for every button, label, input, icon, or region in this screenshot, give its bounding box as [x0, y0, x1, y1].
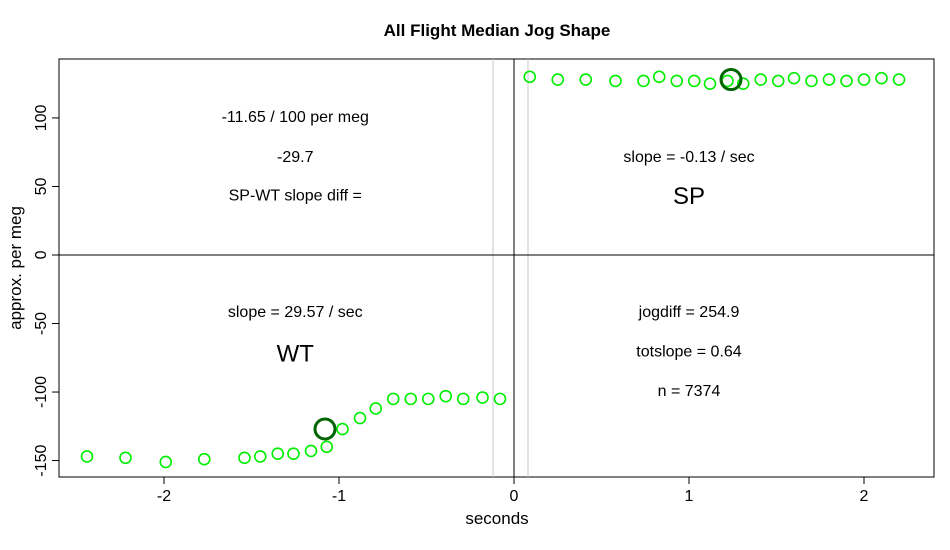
annotation-text: SP [673, 183, 705, 210]
data-point [439, 389, 453, 403]
data-point [159, 455, 173, 469]
data-points [80, 68, 906, 469]
annotation-text: slope = 29.57 / sec [228, 304, 363, 321]
annotation-text: totslope = 0.64 [636, 344, 742, 361]
data-point [320, 440, 334, 454]
y-tick-label: 100 [33, 104, 50, 131]
data-point [369, 402, 383, 415]
data-point [476, 391, 489, 404]
annotation-text: jogdiff = 254.9 [638, 304, 740, 321]
data-point [493, 392, 507, 406]
data-point [822, 73, 836, 86]
annotation-text: WT [277, 340, 315, 367]
data-point [840, 74, 853, 88]
data-point [754, 73, 768, 86]
reference-lines [59, 59, 934, 477]
annotations: -11.65 / 100 per meg -29.7 SP-WT slope dif… [222, 109, 755, 400]
data-point [197, 452, 211, 466]
y-tick-label: -50 [33, 312, 50, 335]
data-point [287, 447, 300, 461]
annotation-text: -29.7 [277, 149, 314, 166]
data-point [609, 74, 622, 88]
data-point [386, 392, 400, 406]
annotation-text: n = 7374 [658, 383, 721, 400]
data-point [404, 392, 418, 406]
data-point [637, 74, 650, 88]
y-tick-label: 0 [33, 250, 50, 259]
y-tick-label: -150 [33, 444, 50, 476]
chart-title: All Flight Median Jog Shape [384, 21, 611, 40]
data-point [253, 450, 267, 463]
data-point [336, 422, 349, 436]
x-axis: -2 -1 0 1 2 [157, 477, 869, 505]
data-point [703, 77, 717, 90]
data-point [736, 77, 750, 90]
data-point [687, 74, 701, 88]
data-point [80, 450, 94, 463]
data-point [304, 444, 318, 458]
annotation-text: slope = -0.13 / sec [623, 149, 754, 166]
x-tick-label: 0 [510, 488, 519, 505]
y-tick-label: -100 [33, 376, 50, 408]
data-point [579, 73, 593, 86]
data-point [119, 451, 132, 465]
data-point [456, 392, 470, 406]
plot-frame [58, 58, 935, 478]
y-axis: -150 -100 -50 0 50 100 [33, 104, 59, 477]
x-tick-label: 2 [860, 488, 869, 505]
y-tick-label: 50 [33, 177, 50, 195]
data-point [551, 73, 565, 86]
data-point [787, 71, 801, 85]
x-axis-label: seconds [465, 509, 528, 528]
data-point [271, 447, 285, 461]
data-point [353, 411, 367, 425]
data-point [238, 451, 251, 465]
data-point [523, 70, 537, 84]
data-point [857, 73, 871, 86]
median-highlight-point [313, 417, 337, 441]
x-tick-label: -2 [157, 488, 171, 505]
x-tick-label: 1 [685, 488, 694, 505]
annotation-text: -11.65 / 100 per meg [222, 109, 369, 126]
data-point [670, 74, 684, 88]
data-point [652, 70, 666, 84]
data-point [892, 73, 906, 86]
data-point [875, 71, 888, 85]
median-highlight-point [719, 68, 743, 92]
x-tick-label: -1 [332, 488, 346, 505]
data-point [805, 74, 818, 88]
annotation-text: SP-WT slope diff = [229, 187, 362, 204]
data-point [771, 74, 785, 88]
y-axis-label: approx. per meg [6, 206, 25, 330]
data-point [421, 392, 435, 406]
